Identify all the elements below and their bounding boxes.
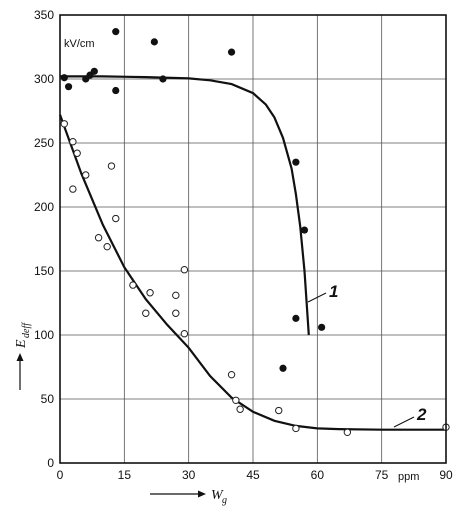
data-point-series-1 — [150, 38, 158, 46]
curve-2 — [58, 114, 446, 431]
data-point-series-2 — [103, 242, 111, 251]
y-axis-title: E — [14, 339, 29, 349]
data-point-series-2 — [82, 171, 90, 179]
data-point-series-2 — [69, 185, 77, 193]
y-axis-arrowhead — [16, 353, 24, 361]
y-unit-label: kV/cm — [64, 38, 95, 50]
data-point-series-1 — [90, 67, 98, 75]
data-point-series-1 — [318, 323, 326, 331]
x-tick-label: 75 — [375, 468, 389, 482]
data-point-series-1 — [112, 28, 120, 36]
data-point-series-1 — [227, 48, 236, 56]
grid — [59, 14, 447, 464]
data-point-series-2 — [180, 266, 189, 274]
y-tick-label: 0 — [47, 456, 54, 470]
x-tick-label: 45 — [246, 468, 260, 482]
data-point-series-1 — [292, 314, 300, 322]
plot-frame — [59, 14, 447, 464]
data-point-series-2 — [343, 428, 352, 436]
data-point-series-1 — [60, 74, 68, 82]
data-point-series-2 — [129, 281, 137, 289]
data-point-series-1 — [279, 364, 287, 372]
y-tick-label: 350 — [34, 8, 54, 22]
data-point-series-2 — [142, 309, 150, 317]
y-tick-label: 100 — [34, 328, 54, 342]
data-point-series-1 — [112, 86, 120, 95]
x-tick-label: 90 — [439, 468, 453, 482]
data-point-series-2 — [275, 406, 283, 415]
y-tick-label: 50 — [41, 392, 55, 406]
y-axis-title-sub: deff — [21, 322, 32, 338]
y-tick-label: 200 — [34, 200, 54, 214]
curve-2-leader — [393, 416, 415, 428]
data-point-series-2 — [60, 120, 68, 128]
data-point-series-2 — [172, 291, 180, 300]
data-point-series-2 — [146, 289, 154, 297]
data-point-series-2 — [73, 149, 81, 157]
x-axis-label: W g — [150, 488, 227, 506]
x-tick-label: 60 — [311, 468, 325, 482]
data-point-series-2 — [112, 214, 120, 223]
curve-2-label: 2 — [416, 405, 427, 424]
x-unit-label: ppm — [398, 471, 419, 483]
y-tick-label: 250 — [34, 136, 54, 150]
data-point-series-2 — [107, 162, 116, 170]
data-point-series-2 — [172, 309, 180, 317]
data-point-series-1 — [64, 83, 73, 91]
y-axis-label: E deff — [14, 322, 32, 390]
x-tick-label: 30 — [182, 468, 196, 482]
data-point-series-2 — [292, 424, 300, 433]
data-points — [60, 28, 450, 436]
data-point-series-2 — [180, 330, 189, 338]
data-point-series-2 — [69, 138, 77, 146]
curve-1 — [60, 75, 310, 336]
tick-labels: 0 15 30 45 60 75 90 0 50 100 150 200 250 300 350 — [34, 8, 453, 482]
curve-1-leader — [307, 292, 327, 303]
data-point-series-1 — [292, 158, 300, 166]
x-axis-title-sub: g — [222, 495, 227, 506]
data-point-series-2 — [94, 234, 103, 242]
data-point-series-2 — [236, 405, 244, 413]
y-tick-label: 150 — [34, 264, 54, 278]
data-point-series-2 — [232, 396, 240, 404]
x-tick-label: 15 — [118, 468, 132, 482]
y-tick-label: 300 — [34, 72, 54, 86]
data-point-series-1 — [300, 226, 309, 234]
x-tick-label: 0 — [57, 468, 64, 482]
data-point-series-1 — [159, 75, 167, 83]
x-axis-arrowhead — [198, 490, 206, 498]
data-point-series-2 — [227, 370, 236, 379]
curve-1-label: 1 — [329, 282, 338, 301]
x-axis-title: W — [211, 488, 224, 503]
